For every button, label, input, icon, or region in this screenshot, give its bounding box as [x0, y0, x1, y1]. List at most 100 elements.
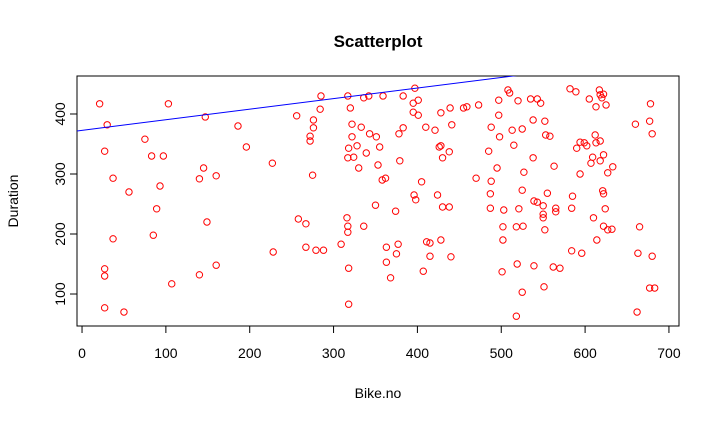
point [109, 235, 117, 243]
x-tick-label: 600 [573, 345, 597, 361]
point [576, 170, 584, 178]
point [100, 265, 109, 273]
point [518, 186, 526, 194]
point [593, 236, 601, 244]
x-tick-label: 500 [490, 345, 514, 361]
point [498, 268, 506, 276]
x-tick-label: 300 [322, 345, 346, 361]
point [515, 205, 523, 213]
point [645, 284, 654, 292]
point [604, 226, 612, 234]
point [499, 236, 507, 244]
point [585, 95, 593, 103]
point [391, 207, 400, 215]
point [242, 143, 251, 151]
point [520, 168, 528, 176]
point [518, 125, 526, 133]
point [556, 264, 564, 272]
point [147, 152, 156, 160]
point [433, 191, 442, 199]
point [486, 204, 495, 212]
point [392, 250, 401, 258]
point [500, 206, 508, 214]
point [381, 174, 390, 182]
point [168, 280, 176, 288]
point [343, 214, 351, 222]
x-tick-label: 0 [78, 345, 86, 361]
point [601, 205, 609, 213]
point [348, 133, 356, 141]
point [533, 198, 542, 206]
point [546, 132, 554, 140]
point [399, 124, 407, 132]
point [199, 164, 208, 172]
point [152, 205, 161, 213]
point [634, 249, 642, 257]
point [410, 191, 418, 199]
point [631, 120, 640, 128]
point [319, 246, 328, 254]
point [437, 142, 445, 150]
point [487, 177, 495, 185]
point [648, 252, 656, 260]
point [396, 157, 404, 165]
point [541, 226, 549, 234]
y-tick-label: 300 [52, 162, 68, 186]
x-tick-label: 700 [657, 345, 681, 361]
point [308, 171, 317, 179]
point [493, 164, 501, 172]
point [646, 100, 655, 108]
point [599, 187, 607, 195]
point [365, 92, 373, 100]
point [576, 138, 584, 146]
point [599, 222, 608, 230]
point [309, 124, 318, 132]
point [505, 89, 514, 97]
point [337, 240, 345, 248]
point [306, 137, 314, 145]
point [495, 133, 504, 141]
point [438, 154, 447, 162]
point [159, 152, 168, 160]
point [360, 222, 368, 230]
point [109, 174, 117, 182]
point [344, 264, 353, 272]
point [103, 121, 111, 129]
point [599, 190, 608, 198]
point [141, 135, 149, 143]
point [302, 243, 310, 251]
point [234, 122, 242, 130]
point [100, 304, 109, 312]
point [203, 218, 211, 226]
point [513, 260, 521, 268]
point [540, 283, 548, 291]
point [459, 104, 468, 112]
point [371, 201, 380, 209]
point [422, 238, 431, 246]
point [372, 133, 381, 141]
point [212, 261, 220, 269]
point [596, 157, 604, 165]
point [125, 188, 133, 196]
point [316, 105, 324, 113]
point [268, 159, 277, 167]
point [495, 111, 503, 119]
point [426, 252, 434, 260]
point [156, 182, 164, 190]
point [426, 239, 434, 247]
point [382, 258, 391, 266]
point [149, 231, 157, 239]
point [306, 132, 314, 140]
point [567, 247, 576, 255]
point [539, 210, 547, 218]
y-tick-label: 200 [52, 222, 68, 246]
point [572, 88, 580, 96]
point [583, 142, 591, 150]
point [539, 214, 547, 222]
point [552, 204, 560, 212]
point [474, 101, 483, 109]
point [294, 215, 303, 223]
point [529, 116, 537, 124]
point [599, 90, 608, 98]
x-tick-label: 200 [238, 345, 262, 361]
